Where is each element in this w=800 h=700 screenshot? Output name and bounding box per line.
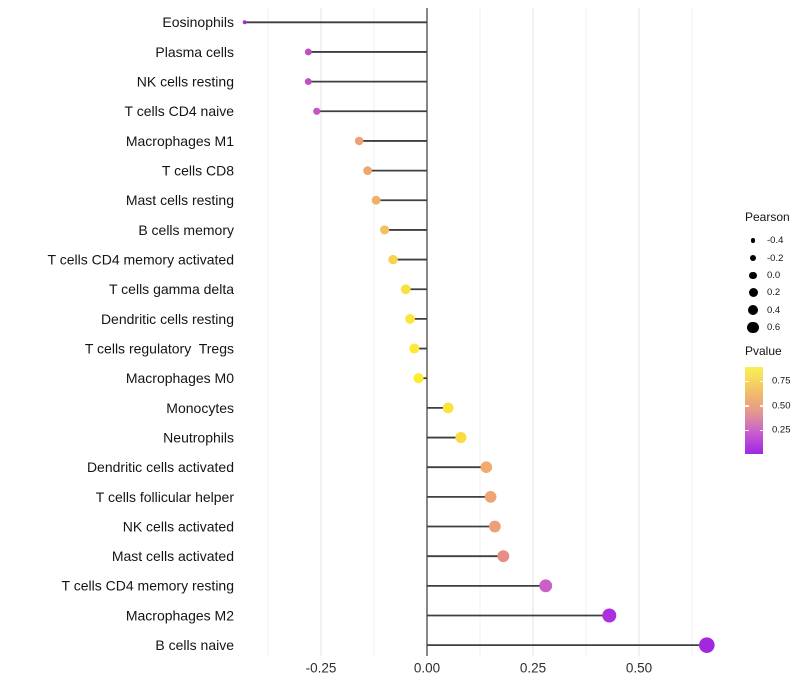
legend-size-dot-icon bbox=[747, 321, 759, 334]
legend-pearson-entry: 0.6 bbox=[745, 319, 800, 336]
legend-pearson-entry: 0.2 bbox=[745, 284, 800, 301]
pvalue-tick-mark bbox=[745, 405, 749, 407]
lollipop-dot bbox=[388, 254, 398, 265]
legend-pearson-title: Pearson bbox=[745, 210, 790, 224]
lollipop-dot bbox=[488, 520, 501, 533]
lollipop-dot bbox=[442, 402, 454, 414]
x-tick-label: -0.25 bbox=[306, 661, 337, 676]
legend-pearson-entry: -0.4 bbox=[745, 232, 800, 249]
lollipop-dot bbox=[354, 136, 364, 146]
pvalue-tick-mark bbox=[759, 380, 763, 383]
pvalue-colorbar bbox=[745, 367, 763, 454]
legend-dot-cell bbox=[745, 288, 761, 298]
legend-size-label: -0.2 bbox=[767, 252, 784, 264]
x-tick-label: 0.00 bbox=[414, 661, 440, 676]
lollipop-dot bbox=[539, 579, 553, 593]
y-axis-label: Dendritic cells resting bbox=[101, 311, 234, 327]
lollipop-dot bbox=[400, 284, 411, 295]
lollipop-dot bbox=[480, 461, 493, 474]
legend-pearson-entry: -0.2 bbox=[745, 249, 800, 266]
y-axis-label: T cells CD4 memory activated bbox=[48, 251, 234, 267]
legend-size-dot-icon bbox=[750, 255, 756, 262]
legend-dot-cell bbox=[745, 238, 761, 243]
lollipop-dot bbox=[304, 78, 312, 86]
legend-pvalue: Pvalue 0.75 0.50 0.25 bbox=[745, 344, 800, 454]
y-axis-label: T cells CD4 naive bbox=[125, 103, 235, 119]
pvalue-tick-mark bbox=[745, 380, 749, 383]
legend-size-label: -0.4 bbox=[767, 235, 784, 247]
legend-pearson-entry: 0.4 bbox=[745, 302, 800, 319]
legend-size-dot-icon bbox=[749, 271, 757, 280]
legend-pearson: Pearson -0.4 -0.2 0.0 0.2 0.4 0.6 bbox=[745, 210, 800, 336]
legend-pearson-entries: -0.4 -0.2 0.0 0.2 0.4 0.6 bbox=[745, 232, 800, 336]
y-axis-label: Mast cells activated bbox=[112, 548, 234, 564]
lollipop-dot bbox=[379, 225, 390, 235]
y-axis-label: NK cells resting bbox=[137, 74, 234, 90]
lollipop-dot bbox=[409, 343, 420, 354]
y-axis-label: T cells follicular helper bbox=[96, 489, 235, 505]
y-axis-label: NK cells activated bbox=[123, 518, 234, 534]
y-axis-label: Eosinophils bbox=[162, 14, 234, 30]
y-axis-label: Mast cells resting bbox=[126, 192, 234, 208]
legend-size-label: 0.0 bbox=[767, 269, 781, 281]
lollipop-dot bbox=[497, 550, 510, 563]
y-axis-label: Dendritic cells activated bbox=[87, 459, 234, 475]
lollipop-dot bbox=[371, 195, 381, 205]
legend-size-label: 0.2 bbox=[767, 287, 781, 299]
legend-dot-cell bbox=[745, 321, 761, 334]
legend-dot-cell bbox=[745, 255, 761, 262]
y-axis-label: Monocytes bbox=[166, 400, 234, 416]
lollipop-dot bbox=[699, 637, 715, 653]
lollipop-dot bbox=[363, 166, 373, 175]
pvalue-colorbar-wrap: 0.75 0.50 0.25 bbox=[745, 367, 800, 454]
pvalue-tick-label: 0.75 bbox=[772, 375, 791, 387]
y-axis-label: Macrophages M1 bbox=[126, 133, 234, 149]
y-axis-label: Macrophages M0 bbox=[126, 370, 234, 386]
y-axis-label: T cells CD8 bbox=[162, 163, 234, 179]
y-axis-label: B cells naive bbox=[155, 637, 234, 653]
y-axis-label: T cells regulatory Tregs bbox=[85, 340, 234, 356]
y-axis-label: Neutrophils bbox=[163, 429, 234, 445]
y-axis-label: Macrophages M2 bbox=[126, 607, 234, 623]
lollipop-dot bbox=[313, 107, 321, 115]
pvalue-tick-label: 0.25 bbox=[772, 424, 791, 436]
legend-size-dot-icon bbox=[748, 305, 758, 316]
x-tick-label: 0.25 bbox=[520, 661, 546, 676]
lollipop-dot bbox=[602, 608, 617, 623]
legend-dot-cell bbox=[745, 271, 761, 280]
legend-size-label: 0.6 bbox=[767, 322, 781, 334]
y-axis-label: Plasma cells bbox=[155, 44, 234, 60]
lollipop-dot bbox=[413, 373, 424, 384]
legend-dot-cell bbox=[745, 305, 761, 316]
y-axis-label: T cells gamma delta bbox=[109, 281, 234, 297]
legend-size-dot-icon bbox=[748, 288, 758, 298]
lollipop-dot bbox=[455, 432, 467, 444]
x-tick-label: 0.50 bbox=[626, 661, 652, 676]
lollipop-dot bbox=[405, 313, 415, 324]
y-axis-label: T cells CD4 memory resting bbox=[62, 578, 234, 594]
legend-size-label: 0.4 bbox=[767, 304, 781, 316]
legend-pvalue-title: Pvalue bbox=[745, 344, 782, 358]
lollipop-dot bbox=[484, 491, 497, 503]
legend-size-dot-icon bbox=[750, 238, 756, 243]
y-axis-label: B cells memory bbox=[138, 222, 234, 238]
pvalue-tick-mark bbox=[759, 429, 763, 432]
pvalue-tick-mark bbox=[745, 429, 749, 432]
pvalue-tick-label: 0.50 bbox=[772, 400, 791, 412]
legend-pearson-entry: 0.0 bbox=[745, 267, 800, 284]
lollipop-dot bbox=[304, 48, 312, 56]
pvalue-tick-mark bbox=[759, 405, 763, 407]
lollipop-dot bbox=[242, 20, 247, 25]
